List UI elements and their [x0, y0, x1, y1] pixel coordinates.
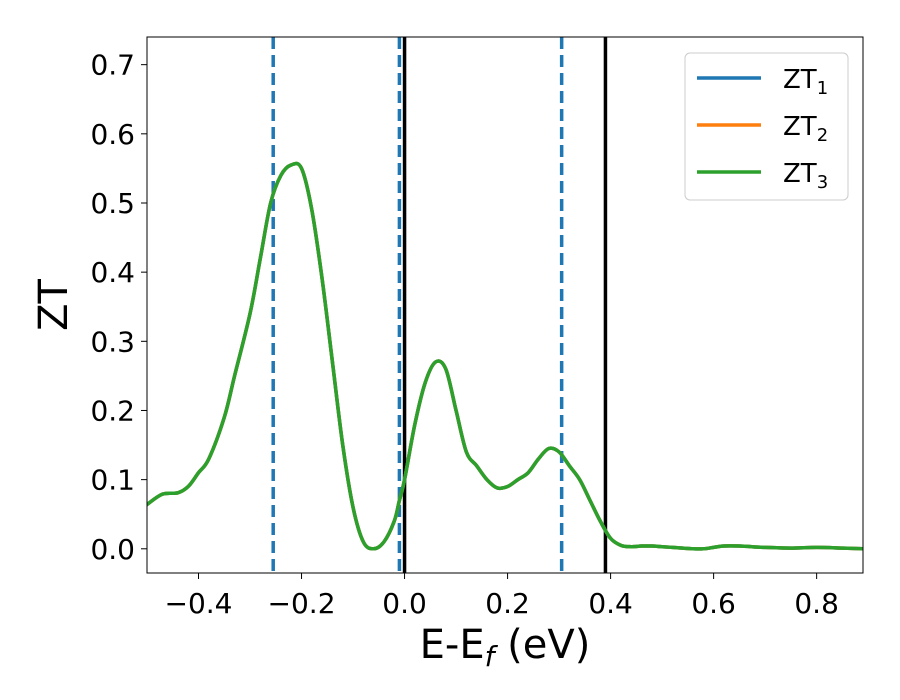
y-tick-label: 0.6 [90, 118, 135, 151]
legend-label-zt3: ZT3 [783, 159, 828, 193]
series-lines [147, 161, 863, 551]
y-tick-label: 0.5 [90, 187, 135, 220]
legend-label-zt1: ZT1 [783, 65, 828, 99]
plot-frame [146, 36, 864, 574]
y-tick-label: 0.4 [90, 256, 135, 289]
x-tick-label: 0.2 [485, 587, 530, 620]
x-tick-label: 0.4 [588, 587, 633, 620]
y-tick-label: 0.1 [90, 464, 135, 497]
y-tick-label: 0.0 [90, 533, 135, 566]
y-tick-label: 0.2 [90, 394, 135, 427]
y-tick-label: 0.3 [90, 325, 135, 358]
x-tick-label: 0.0 [382, 587, 427, 620]
y-tick-label: 0.7 [90, 49, 135, 82]
y-axis-label: ZT [31, 279, 77, 331]
legend: ZT1 ZT2 ZT3 [684, 52, 849, 201]
legend-box [684, 52, 849, 201]
y-axis-ticks: 0.0 0.1 0.2 0.3 0.4 0.5 0.6 0.7 [90, 49, 147, 566]
x-tick-label: −0.4 [165, 587, 233, 620]
x-axis-label: E-Ef (eV) [420, 622, 591, 673]
x-tick-label: 0.6 [691, 587, 736, 620]
x-axis-ticks: −0.4 −0.2 0.0 0.2 0.4 0.6 0.8 [165, 573, 839, 620]
x-tick-label: 0.8 [794, 587, 839, 620]
legend-label-zt2: ZT2 [783, 112, 828, 146]
x-tick-label: −0.2 [268, 587, 336, 620]
series-line-zt3 [147, 161, 863, 551]
